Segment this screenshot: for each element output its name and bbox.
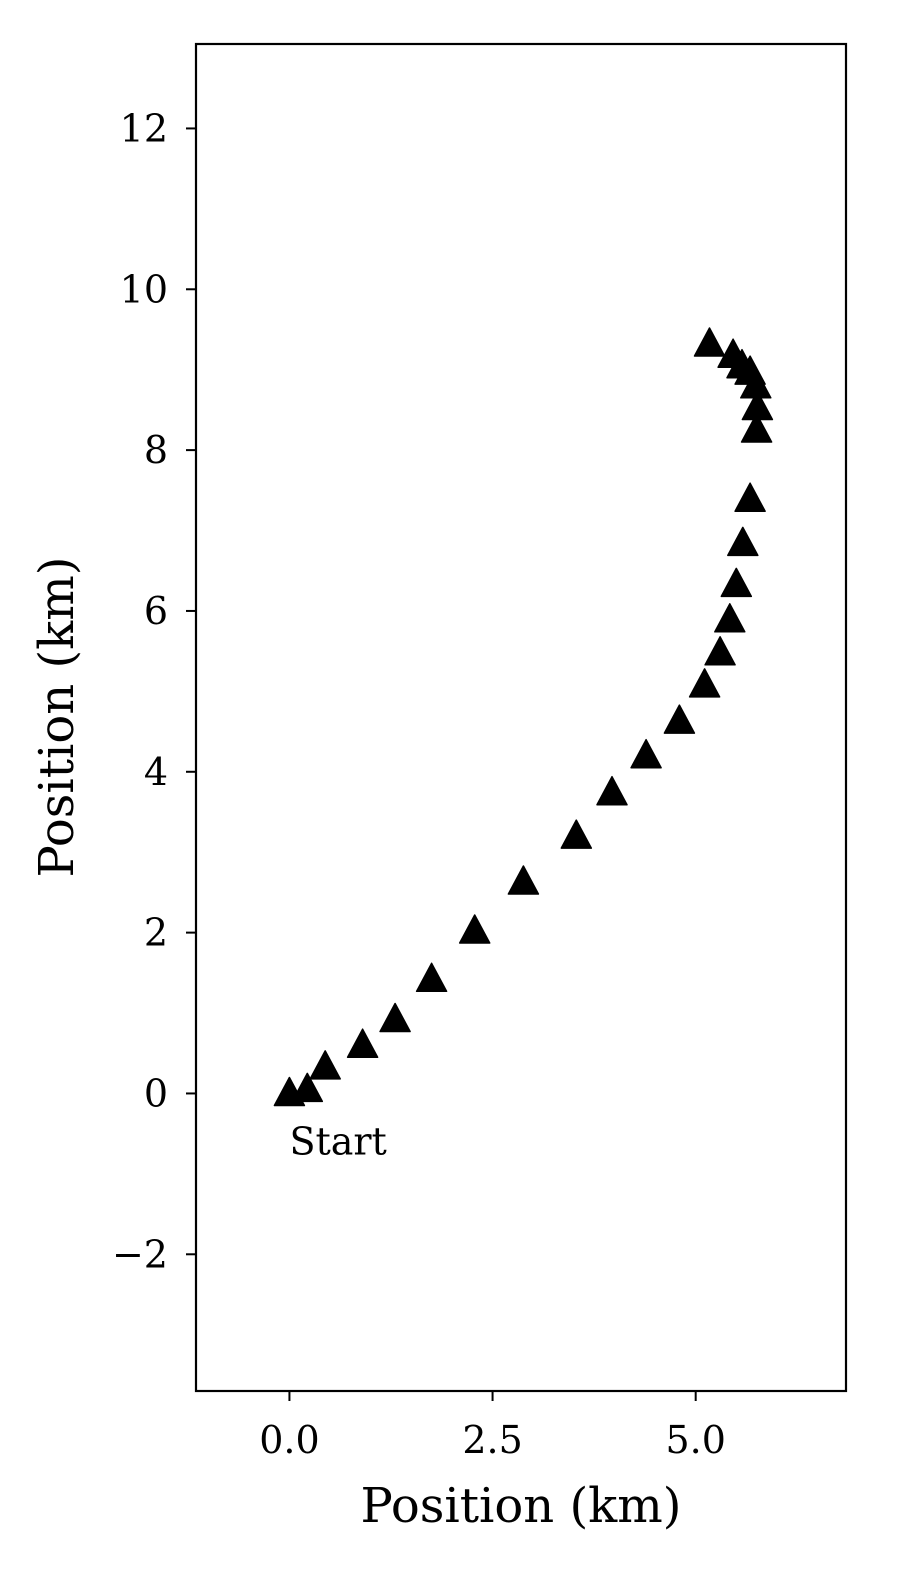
annotations: Start [289, 1120, 386, 1164]
y-tick-label: 4 [144, 750, 168, 794]
data-point-triangle [309, 1050, 341, 1080]
data-point-triangle [663, 704, 696, 734]
y-tick-label: 12 [120, 106, 168, 150]
y-tick-label: 10 [120, 267, 168, 311]
x-tick-label: 2.5 [462, 1418, 522, 1462]
x-axis: 0.0 2.5 5.0 [259, 1391, 726, 1462]
x-axis-label: Position (km) [361, 1478, 682, 1534]
x-tick-label: 0.0 [259, 1418, 319, 1462]
data-point-triangle [714, 603, 746, 633]
data-point-triangle [740, 413, 773, 443]
data-point-triangle [688, 668, 721, 698]
data-point-triangle [630, 738, 662, 769]
x-tick-label: 5.0 [665, 1418, 725, 1462]
y-tick-label: −2 [112, 1232, 168, 1276]
data-point-triangle [560, 819, 593, 849]
plot-frame [194, 42, 848, 1393]
data-point-triangle [507, 865, 540, 895]
y-tick-label: 8 [144, 428, 168, 472]
data-point-triangle [741, 390, 774, 421]
data-point-triangle [291, 1072, 324, 1103]
data-point-triangle [727, 526, 759, 557]
data-point-triangle [717, 338, 749, 368]
data-point-triangle [346, 1028, 379, 1058]
data-point-triangle [720, 567, 753, 598]
data-point-triangle [704, 636, 736, 666]
y-tick-label: 2 [144, 911, 168, 955]
y-axis: −2 0 2 4 6 8 10 12 [112, 106, 196, 1276]
data-point-triangle [379, 1002, 411, 1033]
data-point-triangle [693, 327, 726, 357]
y-tick-label: 0 [144, 1071, 168, 1115]
y-tick-label: 6 [144, 589, 168, 633]
data-point-triangle [415, 962, 448, 993]
data-point-triangle [458, 914, 491, 944]
data-point-triangle [596, 775, 628, 806]
start-annotation: Start [289, 1120, 386, 1164]
data-point-triangle [734, 482, 766, 512]
data-markers [273, 327, 774, 1107]
y-axis-label: Position (km) [29, 557, 85, 878]
